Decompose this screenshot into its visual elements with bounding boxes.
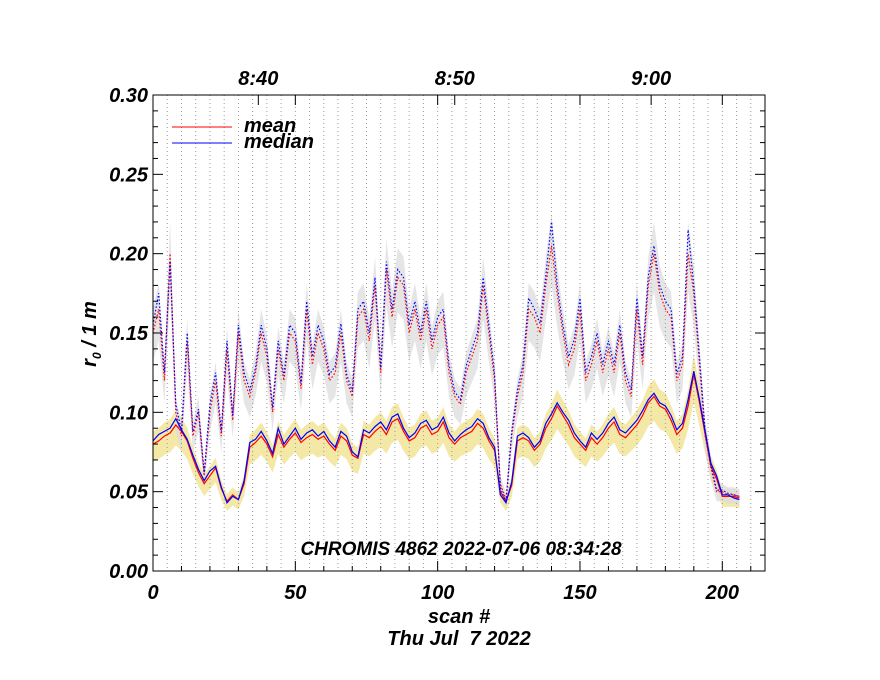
legend: mean median — [172, 115, 314, 153]
series-dotted-mean — [152, 245, 740, 500]
top-axis-tick-label: 8:50 — [435, 68, 475, 90]
y-tick-label: 0.25 — [109, 164, 149, 186]
series-line-mean — [152, 374, 740, 503]
legend-mean-label: mean — [244, 115, 296, 137]
x-axis-label: scan # — [428, 606, 491, 628]
y-tick-label: 0.20 — [109, 244, 148, 266]
variability-bands — [153, 213, 740, 511]
axis-ticks — [152, 94, 765, 572]
y-tick-label: 0.00 — [109, 561, 148, 583]
x-tick-label: 200 — [705, 582, 739, 604]
y-axis-label: r0 / 1 m — [79, 301, 104, 367]
series-dotted-median — [152, 221, 740, 504]
series-lines — [152, 221, 740, 505]
series-line-median — [152, 370, 740, 505]
y-tick-label: 0.05 — [109, 482, 149, 504]
y-axis-label-sub: 0 — [90, 352, 104, 359]
y-axis-label-rest: / 1 m — [79, 301, 101, 352]
y-tick-label: 0.15 — [109, 323, 149, 345]
x-tick-label: 0 — [147, 582, 158, 604]
y-axis-label-main: r — [79, 358, 101, 367]
x-tick-label: 100 — [421, 582, 454, 604]
top-axis-tick-label: 8:40 — [238, 68, 278, 90]
x-tick-label: 50 — [284, 582, 306, 604]
date-label: Thu Jul 7 2022 — [387, 628, 530, 650]
lower-band — [153, 354, 740, 511]
legend-median-label: median — [244, 131, 314, 153]
x-tick-label: 150 — [563, 582, 596, 604]
y-tick-label: 0.10 — [109, 402, 148, 424]
top-axis-tick-label: 9:00 — [631, 68, 671, 90]
chart-title: CHROMIS 4862 2022-07-06 08:34:28 — [300, 539, 622, 560]
upper-band — [153, 213, 740, 509]
y-tick-label: 0.30 — [109, 85, 148, 107]
axis-tick-labels: 0 50 100 150 200 0.00 0.05 0.10 0.15 0.20 0.25 0.30… — [109, 68, 739, 604]
